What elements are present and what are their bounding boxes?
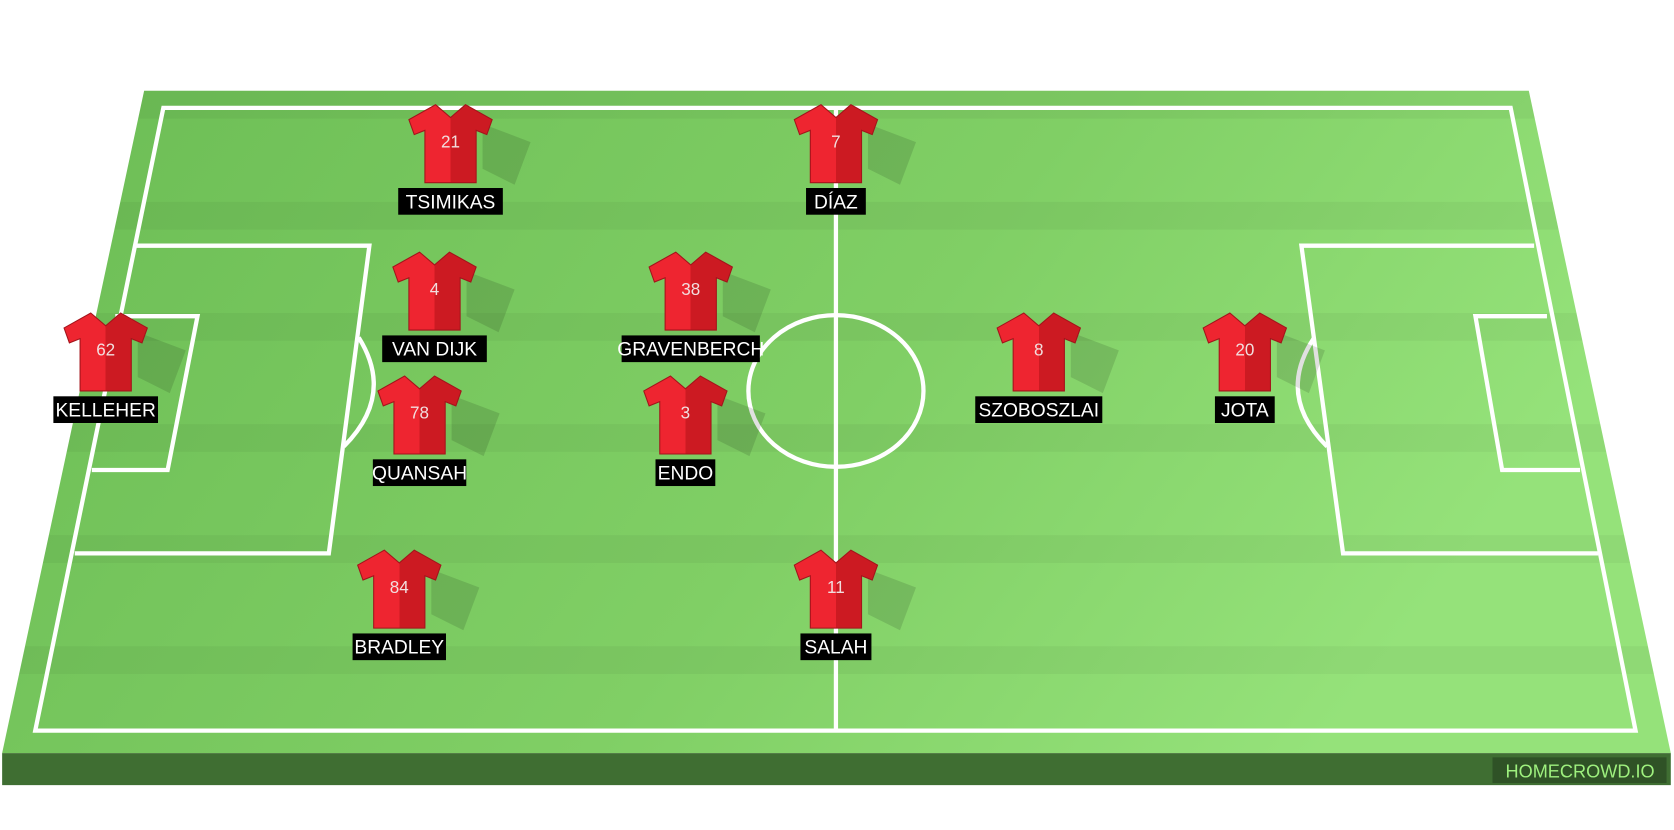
player[interactable]: 4 VAN DIJK <box>382 251 515 363</box>
shirt-number: 21 <box>441 132 460 151</box>
shirt-shadow <box>137 332 186 394</box>
shirt-icon <box>996 312 1082 392</box>
player-name: BRADLEY <box>354 638 444 659</box>
pitch-base <box>2 753 1671 786</box>
player-name: ENDO <box>658 464 714 485</box>
shirt-number: 38 <box>681 280 700 299</box>
shirt-number: 11 <box>827 578 845 597</box>
player[interactable]: 62 KELLEHER <box>53 312 186 424</box>
shirt-icon <box>377 375 462 455</box>
player-name: GRAVENBERCH <box>617 340 764 361</box>
name-label-bg <box>1214 396 1275 424</box>
player[interactable]: 3 ENDO <box>643 375 766 487</box>
shirt-number: 84 <box>390 578 409 597</box>
player-name: DÍAZ <box>814 192 858 213</box>
shirt-shadow <box>867 569 917 631</box>
shirt-shadow <box>466 271 515 333</box>
shirt-number: 62 <box>96 341 115 360</box>
name-label-bg <box>382 335 487 363</box>
shirt-icon <box>793 549 879 629</box>
name-label-bg <box>655 459 716 487</box>
shirt-shadow <box>431 569 480 631</box>
watermark: HOMECROWD.IO <box>1505 762 1654 782</box>
shirt-number: 7 <box>831 132 840 151</box>
watermark-bg <box>1492 757 1667 783</box>
name-label-bg <box>352 633 446 661</box>
shirt-shadow <box>717 395 766 457</box>
player[interactable]: 8 SZOBOSZLAI <box>975 312 1119 424</box>
player-name: KELLEHER <box>55 401 155 422</box>
player[interactable]: 84 BRADLEY <box>352 549 480 661</box>
name-label-bg <box>975 396 1103 424</box>
player-name: QUANSAH <box>372 464 467 485</box>
shirt-shadow <box>1276 332 1325 394</box>
shirt-icon <box>392 251 477 331</box>
player[interactable]: 7 DÍAZ <box>793 104 917 215</box>
player[interactable]: 20 JOTA <box>1202 312 1325 424</box>
shirt-shadow <box>867 123 917 185</box>
player-name: SALAH <box>804 638 867 659</box>
shirt-number: 78 <box>410 404 429 423</box>
player-name: JOTA <box>1221 401 1269 422</box>
shirt-icon <box>63 312 148 392</box>
shirt-icon <box>643 375 728 455</box>
name-label-bg <box>372 459 467 487</box>
shirt-shadow <box>1070 332 1119 394</box>
player[interactable]: 78 QUANSAH <box>372 375 500 487</box>
shirt-shadow <box>722 271 771 333</box>
name-label-bg <box>53 396 159 424</box>
name-label-bg <box>621 335 760 363</box>
name-label-bg <box>398 188 503 215</box>
pitch-stripe <box>138 90 1535 119</box>
shirt-number: 4 <box>430 280 439 299</box>
name-label-bg <box>800 633 872 661</box>
player-name: TSIMIKAS <box>406 192 496 213</box>
shirt-icon <box>356 549 442 629</box>
player-name: SZOBOSZLAI <box>978 401 1099 422</box>
shirt-shadow <box>451 395 500 457</box>
shirt-number: 20 <box>1235 341 1254 360</box>
name-label-bg <box>806 188 866 215</box>
shirt-number: 8 <box>1034 341 1043 360</box>
player[interactable]: 38 GRAVENBERCH <box>617 251 771 363</box>
shirt-icon <box>408 104 493 184</box>
shirt-icon <box>793 104 879 184</box>
shirt-icon <box>648 251 734 331</box>
shirt-number: 3 <box>681 404 690 423</box>
shirt-shadow <box>482 123 531 185</box>
player-name: VAN DIJK <box>392 340 477 361</box>
player[interactable]: 21 TSIMIKAS <box>398 104 531 215</box>
shirt-icon <box>1202 312 1288 392</box>
player[interactable]: 11 SALAH <box>793 549 917 661</box>
